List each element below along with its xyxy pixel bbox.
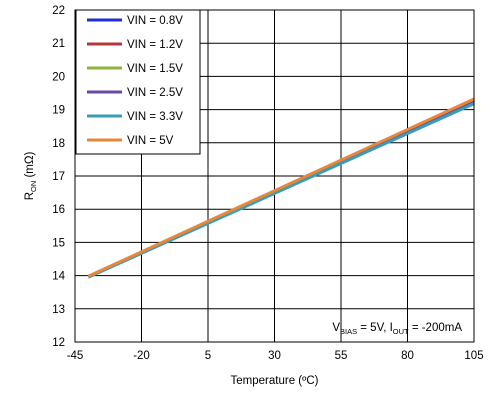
y-axis-title-sub: ON [29, 181, 38, 192]
y-axis-title-base: R [24, 192, 36, 200]
legend-label-1: VIN = 0.8V [127, 15, 183, 27]
series-line-6 [87, 97, 475, 278]
y-tick-label: 18 [52, 138, 65, 150]
y-tick-label: 22 [52, 5, 65, 17]
x-tick-label: 30 [268, 350, 281, 362]
x-tick-label: 55 [335, 350, 348, 362]
annot-end: = -200mA [409, 322, 463, 334]
y-tick-label: 19 [52, 105, 65, 117]
annot-i-sub: OUT [393, 327, 409, 336]
annot-mid: = 5V, I [357, 322, 393, 334]
annot-v: V [332, 322, 340, 334]
x-tick-label: 105 [464, 350, 483, 362]
y-axis-title: RON (mΩ) [24, 152, 38, 201]
y-tick-label: 12 [52, 337, 65, 349]
legend-label-5: VIN = 3.3V [127, 111, 183, 123]
x-axis-title: Temperature (ºC) [231, 375, 319, 387]
y-tick-label: 20 [52, 71, 65, 83]
legend-label-6: VIN = 5V [127, 135, 174, 147]
y-tick-label: 16 [52, 204, 65, 216]
y-tick-label: 17 [52, 171, 65, 183]
x-tick-labels: -45 -20 5 30 55 80 105 [67, 350, 484, 362]
x-tick-label: 5 [205, 350, 211, 362]
x-tick-label: 80 [401, 350, 414, 362]
series-lines [87, 97, 475, 279]
y-tick-label: 21 [52, 38, 65, 50]
legend: VIN = 0.8V VIN = 1.2V VIN = 1.5V VIN = 2.5V… [75, 9, 201, 155]
conditions-annotation: VBIAS = 5V, IOUT = -200mA [332, 322, 462, 336]
grid-lines [75, 10, 474, 342]
y-tick-label: 14 [52, 271, 65, 283]
x-tick-label: -45 [67, 350, 84, 362]
annot-v-sub: BIAS [340, 327, 357, 336]
legend-box [75, 9, 201, 155]
y-tick-label: 13 [52, 304, 65, 316]
legend-label-3: VIN = 1.5V [127, 63, 183, 75]
legend-label-4: VIN = 2.5V [127, 87, 183, 99]
y-tick-label: 15 [52, 237, 65, 249]
y-tick-labels: 12 13 14 15 16 17 18 19 20 21 22 [52, 5, 65, 349]
x-tick-label: -20 [133, 350, 150, 362]
y-axis-title-unit: (mΩ) [24, 152, 36, 181]
legend-label-2: VIN = 1.2V [127, 39, 183, 51]
plot-frame [74, 9, 475, 343]
